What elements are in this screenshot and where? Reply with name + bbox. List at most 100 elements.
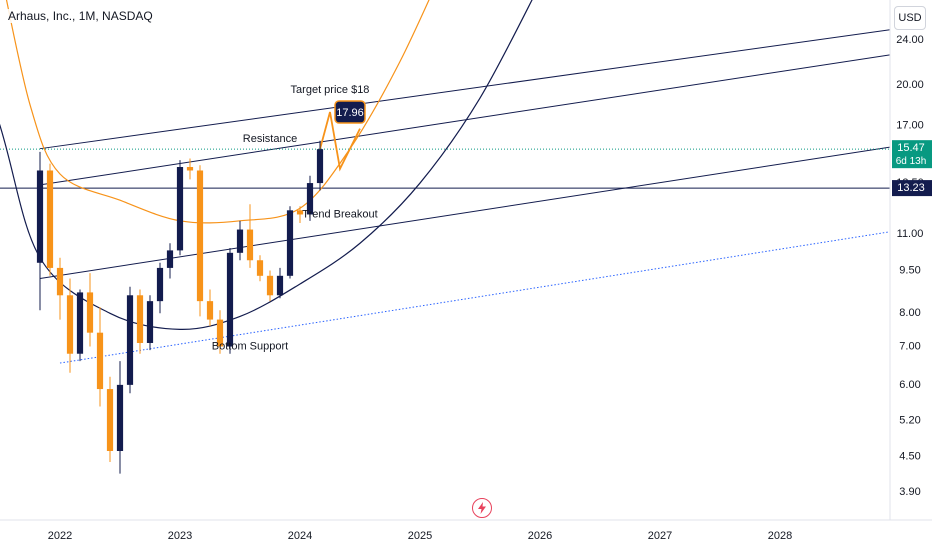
price-label-value: 15.47 [897, 142, 925, 154]
trend-line-channel-lower [39, 146, 890, 279]
candle-body [216, 319, 224, 347]
candle-body [116, 384, 124, 451]
y-tick-label: 7.00 [899, 340, 920, 352]
candle-body [166, 250, 174, 268]
annotation-trend-breakout: Trend Breakout [302, 208, 377, 220]
candle-body [76, 292, 84, 354]
candle-2023-01 [176, 160, 184, 256]
candle-2022-05 [96, 307, 104, 407]
candle-2022-07 [116, 361, 124, 474]
candle-2023-07 [236, 220, 244, 261]
candle-body [276, 275, 284, 296]
projection-path [319, 111, 361, 172]
x-tick-label: 2028 [768, 530, 792, 542]
x-tick-label: 2022 [48, 530, 72, 542]
candle-2024-03 [316, 140, 324, 191]
price-axis-bg [890, 0, 932, 550]
candle-2022-11 [156, 262, 164, 314]
candle-2022-01 [56, 257, 64, 320]
candle-2022-12 [166, 243, 174, 279]
lightning-bolt-icon[interactable] [472, 498, 492, 518]
candle-2023-03 [196, 165, 204, 317]
price-label-horizontal-level: 13.23 [892, 180, 932, 197]
candle-body [106, 389, 114, 451]
candle-body [256, 260, 264, 276]
candle-2023-06 [226, 247, 234, 354]
x-tick-label: 2027 [648, 530, 672, 542]
candle-body [156, 267, 164, 302]
price-label-countdown: 6d 13h [896, 156, 927, 167]
candle-2023-05 [216, 310, 224, 354]
trend-line-support-dotted [59, 231, 890, 364]
y-tick-label: 11.00 [897, 228, 924, 240]
candle-2024-02 [306, 175, 314, 221]
candle-body [86, 292, 94, 333]
x-tick-label: 2026 [528, 530, 552, 542]
candle-body [196, 170, 204, 302]
candle-2023-02 [186, 158, 194, 180]
candle-body [66, 295, 74, 354]
price-label-bg [892, 180, 932, 197]
y-tick-label: 24.00 [896, 34, 924, 46]
price-label-last-price: 15.47 6d 13h [892, 140, 932, 169]
candle-2023-11 [276, 267, 284, 299]
candle-body [236, 229, 244, 253]
y-tick-label: 4.50 [899, 450, 920, 462]
y-tick-label: 6.00 [899, 379, 920, 391]
candle-body [56, 267, 64, 296]
candle-body [246, 229, 254, 261]
price-label-value: 13.23 [897, 182, 925, 194]
chart-title: Arhaus, Inc., 1M, NASDAQ [6, 9, 155, 23]
candles-layer [36, 140, 324, 474]
y-tick-label: 9.50 [899, 264, 920, 276]
drawings-layer [0, 0, 890, 364]
annotation-bottom-support: Bottom Support [212, 340, 288, 352]
time-axis-bg [0, 520, 932, 550]
candle-body [316, 149, 324, 184]
candle-body [146, 301, 154, 343]
candle-body [286, 210, 294, 276]
y-tick-label: 5.20 [899, 414, 920, 426]
candle-body [266, 275, 274, 296]
candle-2022-04 [86, 273, 94, 347]
y-tick-label: 17.00 [896, 120, 924, 132]
annotation-resistance: Resistance [243, 133, 297, 145]
currency-label: USD [898, 12, 922, 24]
candle-2022-03 [76, 289, 84, 362]
candle-2022-02 [66, 278, 74, 373]
candle-body [36, 170, 44, 263]
candle-2023-09 [256, 255, 264, 282]
candle-2021-11 [36, 151, 44, 311]
candle-body [206, 301, 214, 320]
candle-body [176, 167, 184, 251]
symbol-title: Arhaus, Inc., 1M, NASDAQ [8, 9, 153, 23]
candle-2022-09 [136, 289, 144, 354]
x-tick-label: 2023 [168, 530, 192, 542]
target-box-label: 17.96 [336, 107, 364, 119]
y-tick-label: 8.00 [899, 307, 920, 319]
candle-2024-01 [296, 206, 304, 223]
arc-navy-arc [0, 0, 533, 330]
y-tick-label: 3.90 [899, 486, 920, 498]
trend-line-channel-upper [39, 29, 890, 150]
trend-line-channel-mid [39, 54, 890, 186]
price-label-bg [892, 140, 932, 169]
candle-body [126, 295, 134, 385]
currency-button[interactable]: USD [894, 6, 926, 30]
candle-2023-10 [266, 270, 274, 302]
target-price-box: 17.96 [334, 100, 366, 124]
candle-body [306, 183, 314, 215]
target-box-rect [334, 100, 366, 124]
annotations-layer: Target price $18 Resistance Trend Breakout… [212, 84, 378, 352]
x-tick-label: 2025 [408, 530, 432, 542]
candle-body [296, 210, 304, 215]
y-tick-label: 20.00 [896, 79, 924, 91]
annotation-target-price: Target price $18 [291, 84, 370, 96]
candle-body [46, 170, 54, 268]
candle-2023-08 [246, 204, 254, 268]
candle-2023-12 [286, 206, 294, 279]
x-tick-label: 2024 [288, 530, 312, 542]
